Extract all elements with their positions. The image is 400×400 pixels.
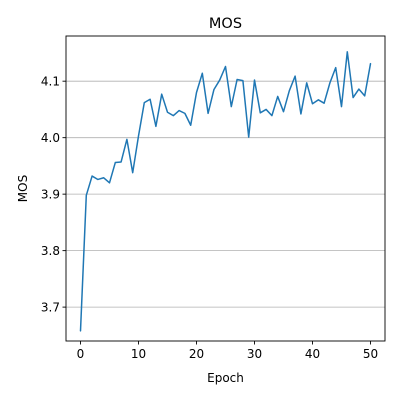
- x-tick-label: 20: [189, 347, 204, 361]
- x-tick-label: 40: [305, 347, 320, 361]
- x-tick-label: 0: [77, 347, 85, 361]
- x-axis-label: Epoch: [207, 371, 244, 385]
- y-tick-label: 4.0: [41, 131, 60, 145]
- x-axis-ticks: 0 10 20 30 40 50: [77, 341, 378, 361]
- y-tick-label: 3.9: [41, 187, 60, 201]
- y-tick-label: 3.7: [41, 300, 60, 314]
- x-tick-label: 50: [363, 347, 378, 361]
- y-axis-ticks: 3.7 3.8 3.9 4.0 4.1: [41, 74, 66, 314]
- x-tick-label: 10: [131, 347, 146, 361]
- chart-title: MOS: [209, 16, 242, 32]
- grid-lines: [66, 80, 385, 308]
- plot-frame: [65, 35, 386, 342]
- y-axis-label: MOS: [16, 175, 30, 202]
- y-tick-label: 3.8: [41, 244, 60, 258]
- mos-series-line: [79, 51, 372, 332]
- x-tick-label: 30: [247, 347, 262, 361]
- y-tick-label: 4.1: [41, 74, 60, 88]
